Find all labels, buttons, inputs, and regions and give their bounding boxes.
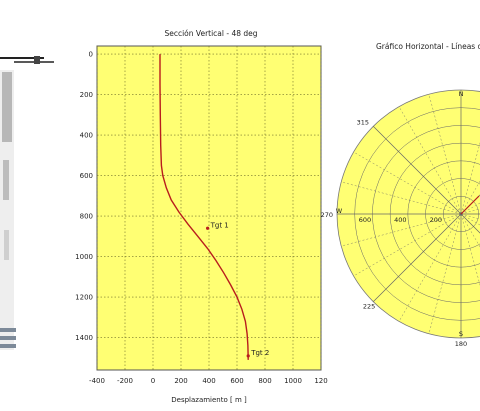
bearing-label: 180 xyxy=(455,340,467,348)
bearing-spoke xyxy=(373,126,462,215)
bearing-spoke xyxy=(460,213,480,248)
radial-label: 400 xyxy=(394,216,406,224)
radial-label: 200 xyxy=(430,216,442,224)
bearing-spoke xyxy=(373,213,462,302)
x-tick-label: 200 xyxy=(174,377,187,385)
vertical-section-chart: Sección Vertical - 48 deg -400 -200 0 200 40… xyxy=(75,29,328,404)
trajectory-series xyxy=(159,54,249,360)
bearing-spoke xyxy=(353,213,462,277)
x-tick-label: 400 xyxy=(202,377,215,385)
chart-title: Sección Vertical - 48 deg xyxy=(164,29,257,38)
bearing-spoke xyxy=(460,213,480,226)
bearing-spoke xyxy=(428,94,462,215)
grid-lines xyxy=(96,46,322,370)
well-trace xyxy=(460,195,480,215)
x-tick-label: 0 xyxy=(151,377,155,385)
target-marker xyxy=(246,354,250,358)
bearing-spoke xyxy=(353,151,462,215)
target-annotations: Tgt 1 Tgt 2 xyxy=(206,221,269,358)
y-tick-label: 0 xyxy=(89,51,93,59)
x-tick-label: 120 xyxy=(314,377,327,385)
y-tick-label: 1400 xyxy=(75,334,93,342)
bearing-spoke xyxy=(460,213,480,286)
x-tick-label: -400 xyxy=(89,377,105,385)
chart-title: Gráfico Horizontal - Líneas de la xyxy=(376,42,480,51)
bearing-spoke xyxy=(341,213,462,247)
y-tick-label: 600 xyxy=(80,172,93,180)
bearing-label: 270 xyxy=(321,211,333,219)
bearing-spoke xyxy=(398,106,462,215)
target-label: Tgt 1 xyxy=(210,221,229,229)
bearing-spoke xyxy=(460,180,480,215)
target-label: Tgt 2 xyxy=(250,349,269,357)
bearing-label: 225 xyxy=(363,302,375,310)
bearing-spoke xyxy=(460,142,480,215)
polar-plot-area xyxy=(336,89,480,339)
bearing-label: N xyxy=(459,90,464,98)
bearing-spoke xyxy=(398,213,462,322)
x-tick-label: -200 xyxy=(117,377,133,385)
target-marker xyxy=(206,226,210,230)
y-tick-label: 1000 xyxy=(75,253,93,261)
x-axis-label: Desplazamiento [ m ] xyxy=(171,396,247,404)
trajectory-line xyxy=(159,54,249,360)
bearing-spoke xyxy=(341,181,462,215)
horizontal-polar-chart: Gráfico Horizontal - Líneas de la N315W2… xyxy=(321,42,480,348)
x-tick-label: 1000 xyxy=(284,377,302,385)
radial-label: 600 xyxy=(359,216,371,224)
bearing-label: S xyxy=(459,330,463,338)
well-schematic xyxy=(0,56,54,350)
bearing-spoke xyxy=(460,202,480,215)
x-tick-label: 600 xyxy=(230,377,243,385)
y-tick-labels: 0 200 400 600 800 1000 1200 1400 xyxy=(75,51,93,343)
bearing-spoke xyxy=(460,213,480,234)
y-tick-label: 400 xyxy=(80,132,93,140)
x-tick-labels: -400 -200 0 200 400 600 800 1000 120 xyxy=(89,377,328,385)
y-tick-label: 800 xyxy=(80,213,93,221)
y-tick-label: 200 xyxy=(80,91,93,99)
bearing-label: W xyxy=(336,207,343,215)
bearing-label: 315 xyxy=(357,119,369,127)
bearing-spoke xyxy=(428,213,462,334)
y-tick-label: 1200 xyxy=(75,294,93,302)
x-tick-label: 800 xyxy=(258,377,271,385)
